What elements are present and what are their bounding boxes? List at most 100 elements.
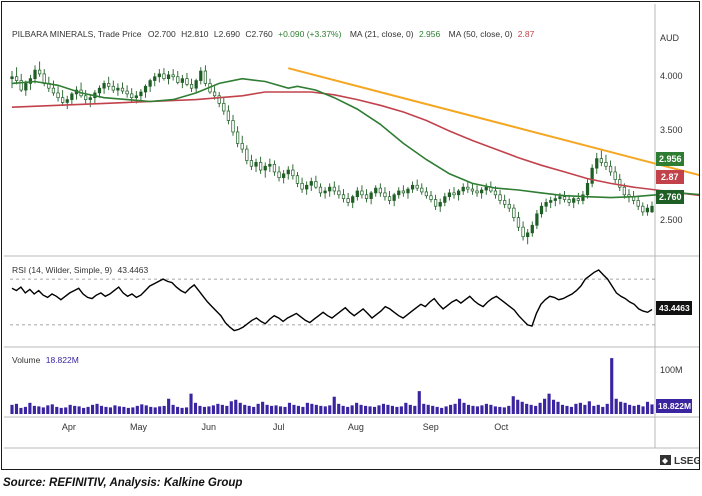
x-axis: Apr May Jun Jul Aug Sep Oct <box>62 422 509 432</box>
ohlc-close-key: C <box>245 29 251 39</box>
volume-bar <box>108 407 113 414</box>
candle <box>507 198 511 212</box>
lseg-logo: LSEG <box>660 455 699 467</box>
candle <box>171 69 175 81</box>
volume-bar <box>171 404 175 414</box>
volume-bar <box>493 406 497 414</box>
candle <box>111 80 115 93</box>
volume-bar <box>234 399 238 414</box>
volume-bar <box>426 404 430 414</box>
volume-bar <box>113 405 117 414</box>
x-tick-sep: Sep <box>423 422 439 432</box>
volume-bar <box>341 405 345 414</box>
candle <box>526 229 530 245</box>
volume-bar <box>149 406 153 414</box>
candle <box>470 183 475 195</box>
rsi-line <box>11 269 653 332</box>
volume-bar <box>565 405 569 414</box>
volume-bar <box>355 402 359 414</box>
ma50-line <box>11 91 699 197</box>
candle <box>539 202 544 218</box>
candle <box>512 204 516 222</box>
candle <box>452 187 456 199</box>
candle <box>410 181 415 193</box>
candle <box>424 187 429 199</box>
candle <box>185 72 189 87</box>
candle <box>369 190 373 205</box>
candle <box>10 71 14 89</box>
volume-badge: 18.822M <box>656 399 692 413</box>
volume-bar <box>131 407 135 414</box>
candle <box>116 83 120 96</box>
volume-bar <box>614 398 618 414</box>
volume-bar <box>99 405 104 414</box>
volume-bar <box>601 406 605 414</box>
candle <box>447 189 452 201</box>
ohlc-low-key: L <box>214 29 219 39</box>
candle <box>309 177 313 191</box>
x-tick-jun: Jun <box>201 422 216 432</box>
volume-bar <box>323 406 327 414</box>
ma50-badge: 2.87 <box>656 170 684 184</box>
ohlc-close-value: 2.760 <box>251 29 273 39</box>
candle <box>332 181 336 195</box>
volume-bar <box>457 398 462 414</box>
volume-bar <box>364 405 368 414</box>
candle <box>166 71 171 85</box>
volume-bar <box>140 404 144 414</box>
volume-bar <box>538 402 542 414</box>
x-tick-aug: Aug <box>348 422 364 432</box>
volume-bar <box>628 404 632 414</box>
candle <box>291 164 295 180</box>
volume-bar <box>641 406 645 414</box>
last-price-badge-text: 2.760 <box>659 192 682 202</box>
candle <box>480 187 484 199</box>
volume-bar <box>202 406 207 414</box>
volume-bar <box>368 406 372 414</box>
volume-bar <box>162 405 166 414</box>
volume-bar <box>126 407 130 414</box>
candle <box>268 158 272 172</box>
volume-bar <box>592 405 596 414</box>
volume-bar <box>95 403 99 414</box>
volume-bar <box>64 407 68 414</box>
symbol-label: PILBARA MINERALS <box>12 29 94 39</box>
trendline <box>288 67 699 177</box>
volume-bar <box>560 404 565 414</box>
candle <box>406 187 410 199</box>
volume-bar <box>449 404 453 414</box>
volume-bar <box>417 391 421 414</box>
candle <box>351 194 355 209</box>
volume-bar <box>270 405 274 414</box>
volume-bar <box>28 402 32 414</box>
volume-bar <box>122 406 126 414</box>
volume-bar <box>310 403 314 414</box>
volume-bar <box>90 404 95 414</box>
volume-bar <box>534 405 538 414</box>
volume-bar <box>23 406 27 414</box>
x-tick-apr: Apr <box>62 422 76 432</box>
svg-text:PILBARA MINERALS, Trade Price: PILBARA MINERALS, Trade Price O2.700 H2.… <box>12 29 535 39</box>
volume-bar <box>37 406 41 414</box>
candle <box>599 149 603 167</box>
volume-bar <box>525 403 529 414</box>
candle <box>360 185 364 199</box>
volume-bar <box>211 405 215 414</box>
candle <box>420 183 424 195</box>
candlestick-series <box>10 61 654 245</box>
candle <box>378 183 382 197</box>
volume-bar <box>413 405 417 414</box>
volume-bar <box>466 404 471 414</box>
candle <box>176 71 180 85</box>
candle <box>88 93 92 108</box>
volume-bar <box>50 404 54 414</box>
volume-bar <box>520 401 524 414</box>
ohlc-high-value: 2.810 <box>187 29 209 39</box>
volume-bar <box>225 405 229 414</box>
volume-bar <box>435 406 439 414</box>
volume-bar <box>153 407 157 414</box>
kind-label: Trade Price <box>98 29 142 39</box>
volume-bar <box>292 404 296 414</box>
candle <box>226 105 231 125</box>
candle <box>595 152 599 174</box>
